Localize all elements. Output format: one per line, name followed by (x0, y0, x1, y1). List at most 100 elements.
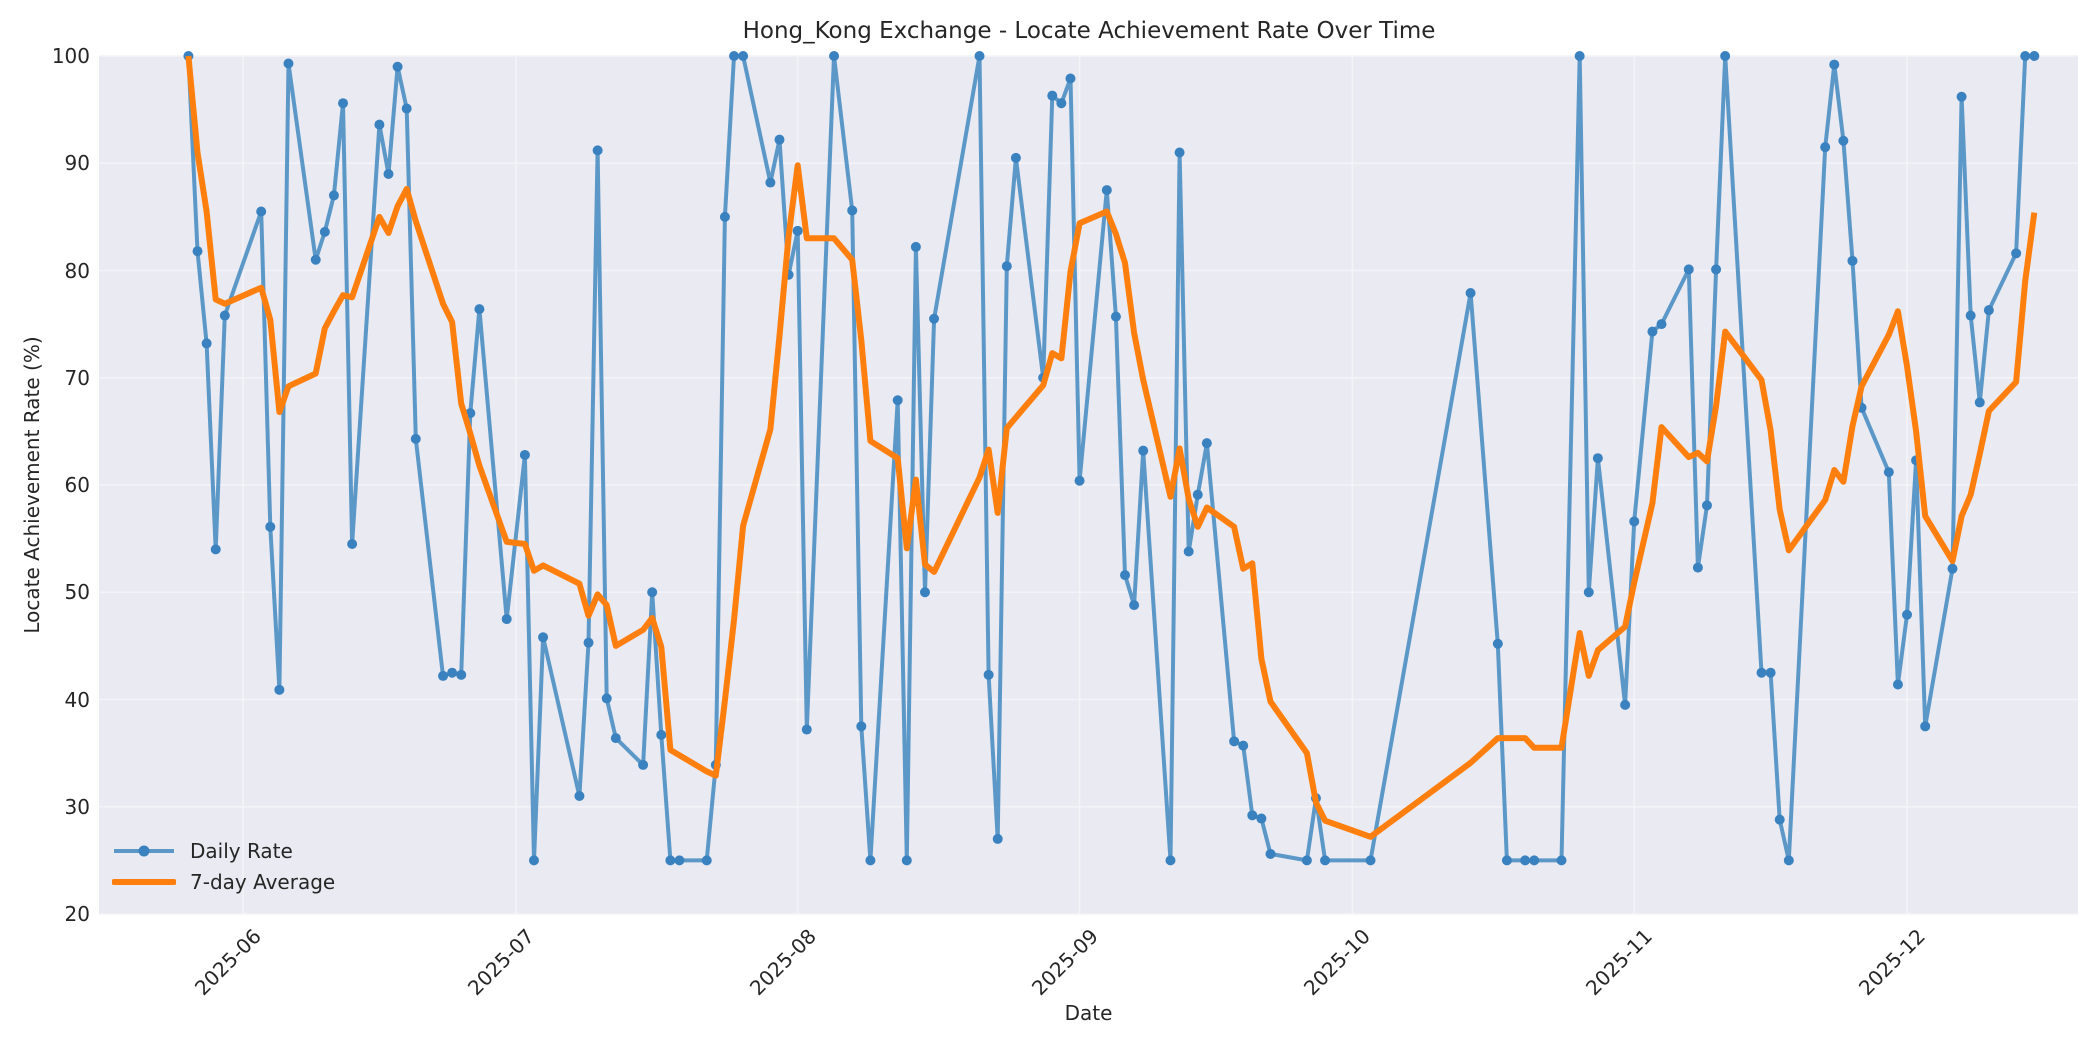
daily-rate-marker (656, 729, 667, 740)
daily-rate-marker (1056, 98, 1067, 109)
daily-rate-marker (910, 241, 921, 252)
legend-label: Daily Rate (190, 838, 293, 863)
daily-rate-marker (1947, 563, 1958, 574)
daily-rate-marker (192, 246, 203, 257)
daily-rate-marker (1556, 855, 1567, 866)
y-tick-label: 100 (51, 44, 90, 68)
daily-rate-marker (1110, 311, 1121, 322)
daily-rate-marker (1001, 261, 1012, 272)
series-layer (183, 51, 2040, 866)
daily-rate-marker (1783, 855, 1794, 866)
daily-rate-marker (219, 310, 230, 321)
x-axis-label: Date (1064, 1001, 1113, 1025)
seven-day-average-line (185, 55, 2038, 840)
daily-rate-marker (1711, 264, 1722, 275)
daily-rate-marker (1965, 310, 1976, 321)
daily-rate-marker (1974, 397, 1985, 408)
daily-rate-marker (901, 855, 912, 866)
daily-rate-marker (338, 98, 349, 109)
daily-rate-marker (674, 855, 685, 866)
daily-rate-marker (1238, 740, 1249, 751)
daily-rate-marker (592, 145, 603, 156)
daily-rate-marker (638, 759, 649, 770)
daily-rate-marker (774, 134, 785, 145)
daily-rate-marker (765, 177, 776, 188)
daily-rate-marker (201, 338, 212, 349)
line-icon (112, 878, 176, 885)
legend-label: 7-day Average (190, 869, 336, 894)
daily-rate-marker (283, 58, 294, 69)
daily-rate-marker (1010, 152, 1021, 163)
daily-rate-marker (438, 670, 449, 681)
daily-rate-marker (256, 206, 267, 217)
daily-rate-marker (1692, 562, 1703, 573)
daily-rate-marker (1138, 445, 1149, 456)
daily-rate-marker (610, 733, 621, 744)
daily-rate-marker (665, 855, 676, 866)
daily-rate-marker (974, 51, 985, 61)
daily-rate-marker (1829, 59, 1840, 70)
daily-rate-marker (501, 614, 512, 625)
daily-rate-marker (2020, 51, 2031, 61)
daily-rate-marker (1683, 264, 1694, 275)
daily-rate-marker (1492, 638, 1503, 649)
daily-rate-marker (1065, 73, 1076, 84)
daily-rate-marker (1256, 813, 1267, 824)
legend-item-7-day-average: 7-day Average (112, 866, 335, 897)
daily-rate-marker (701, 855, 712, 866)
daily-rate-marker (1520, 855, 1531, 866)
daily-rate-marker (1465, 288, 1476, 299)
daily-rate-marker (601, 693, 612, 704)
daily-rate-marker (574, 791, 585, 802)
daily-rate-marker (319, 226, 330, 237)
daily-rate-marker (1820, 142, 1831, 153)
y-tick-label: 90 (64, 151, 90, 176)
daily-rate-marker (310, 254, 321, 265)
gridlines (99, 55, 2078, 915)
y-tick-label: 30 (64, 794, 90, 819)
daily-rate-marker (892, 395, 903, 406)
daily-rate-marker (1174, 147, 1185, 158)
daily-rate-marker (392, 61, 403, 72)
daily-rate-marker (1265, 848, 1276, 859)
daily-rate-marker (1883, 467, 1894, 478)
daily-rate-marker (347, 538, 358, 549)
daily-rate-marker (719, 211, 730, 222)
daily-rate-marker (1574, 51, 1585, 61)
daily-rate-marker (865, 855, 876, 866)
daily-rate-marker (538, 632, 549, 643)
daily-rate-marker (328, 190, 339, 201)
daily-rate-marker (401, 103, 412, 114)
daily-rate-marker (1892, 679, 1903, 690)
daily-rate-marker (829, 51, 840, 61)
chart-title: Hong_Kong Exchange - Locate Achievement … (742, 18, 1436, 44)
daily-rate-marker (1956, 91, 1967, 102)
daily-rate-marker (1501, 855, 1512, 866)
y-tick-label: 40 (64, 687, 90, 712)
daily-rate-marker (1765, 667, 1776, 678)
daily-rate-marker (1701, 500, 1712, 511)
y-tick-label: 50 (64, 580, 90, 605)
daily-rate-marker (1620, 699, 1631, 710)
daily-rate-marker (583, 637, 594, 648)
daily-rate-marker (1247, 810, 1258, 821)
daily-rate-marker (1165, 855, 1176, 866)
daily-rate-marker (1720, 51, 1731, 61)
daily-rate-marker (456, 669, 467, 680)
daily-rate-marker (1129, 600, 1140, 611)
daily-rate-marker (383, 168, 394, 179)
y-tick-label: 80 (64, 258, 90, 283)
y-tick-label: 20 (64, 902, 90, 926)
daily-rate-marker (1101, 185, 1112, 196)
daily-rate-marker (1529, 855, 1540, 866)
daily-rate-marker (1756, 667, 1767, 678)
daily-rate-marker (1629, 516, 1640, 527)
daily-rate-marker (1847, 255, 1858, 266)
daily-rate-marker (647, 587, 658, 598)
daily-rate-marker (1183, 546, 1194, 557)
daily-rate-marker (1838, 135, 1849, 146)
daily-rate-marker (1920, 721, 1931, 732)
daily-rate-marker (792, 225, 803, 236)
daily-rate-marker (1047, 90, 1058, 101)
daily-rate-marker (729, 51, 740, 61)
